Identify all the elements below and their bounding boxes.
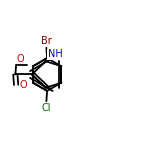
Text: Cl: Cl [42, 103, 51, 113]
Text: O: O [19, 80, 27, 90]
Text: NH: NH [48, 49, 62, 59]
Text: O: O [17, 54, 24, 64]
Text: Br: Br [41, 36, 52, 46]
